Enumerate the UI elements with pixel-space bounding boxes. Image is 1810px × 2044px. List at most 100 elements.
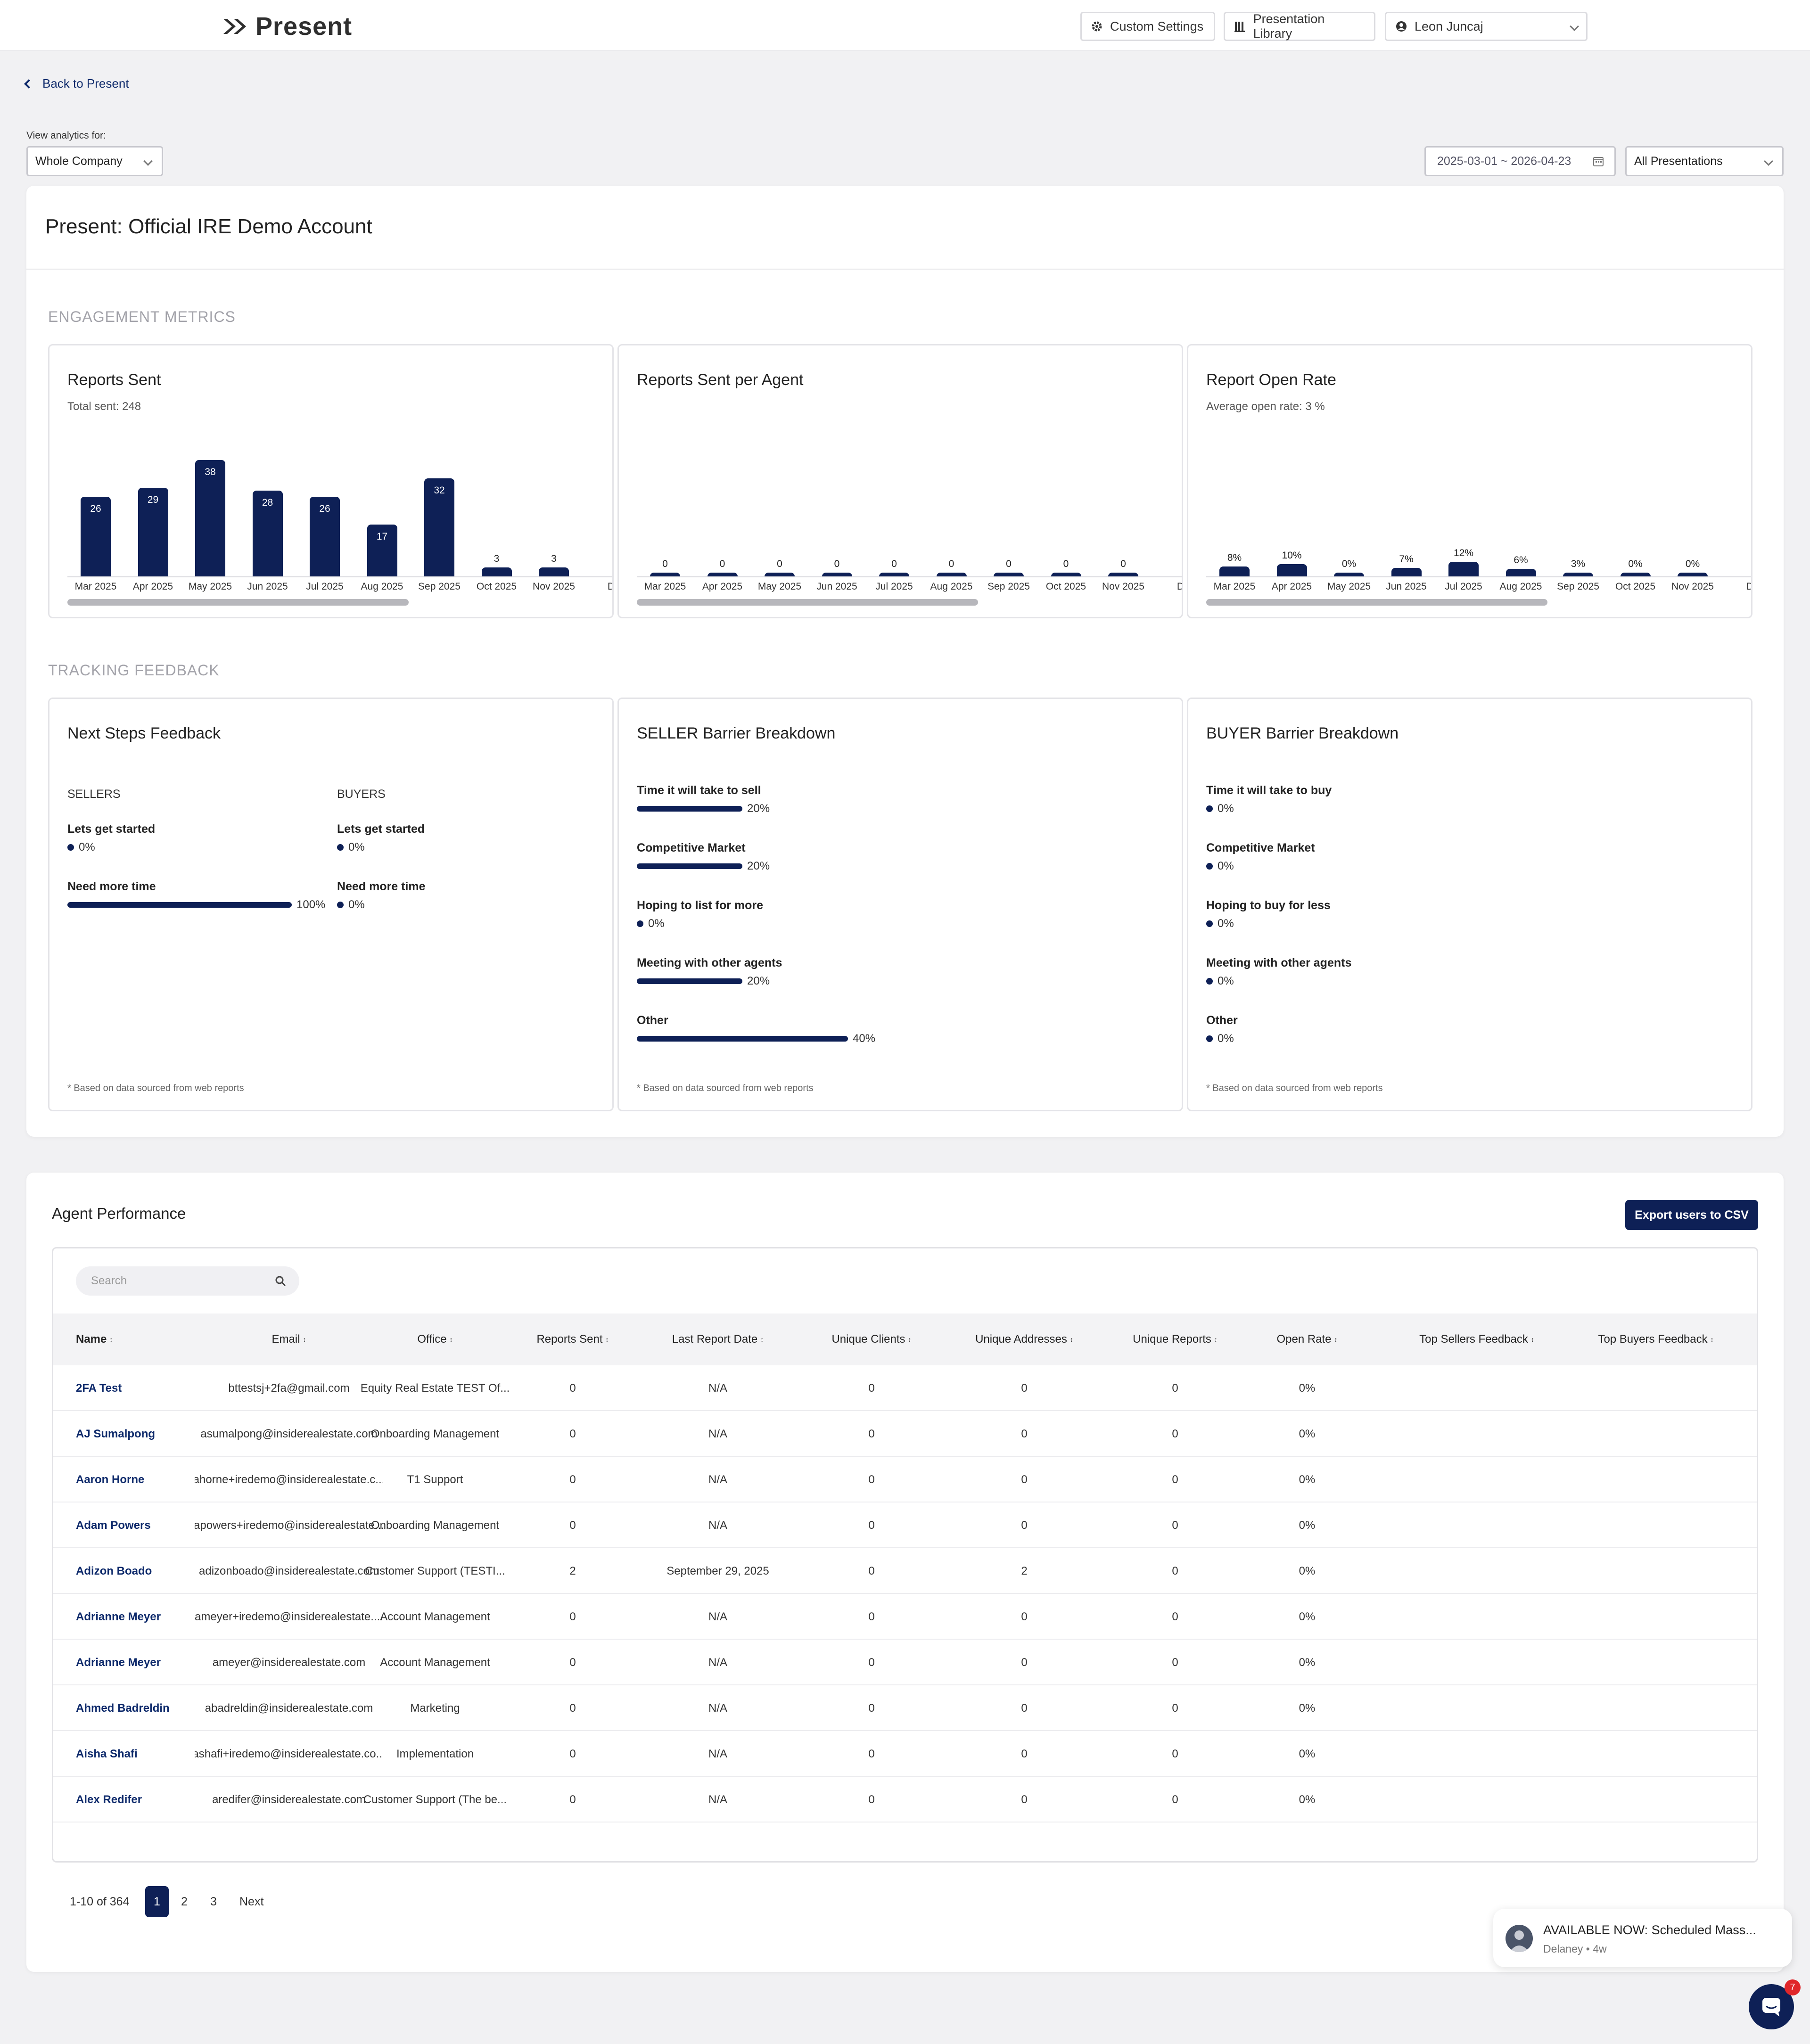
feedback-label: Need more time [337, 880, 426, 893]
column-header[interactable]: Unique Clients ↕ [810, 1313, 933, 1365]
agent-name-link[interactable]: Adrianne Meyer [76, 1610, 161, 1623]
chart-bar [252, 491, 283, 576]
back-link[interactable]: Back to Present [24, 76, 129, 91]
agent-name-link[interactable]: Adrianne Meyer [76, 1656, 161, 1669]
avatar [1506, 1925, 1533, 1952]
agent-name-link[interactable]: 2FA Test [76, 1381, 122, 1395]
table-cell: 0 [1021, 1519, 1028, 1532]
page-button-3[interactable]: 3 [210, 1895, 217, 1908]
chart-bar [822, 573, 852, 576]
table-cell: 0 [1172, 1610, 1178, 1623]
custom-settings-label: Custom Settings [1110, 19, 1204, 33]
feedback-bar [1206, 805, 1213, 812]
presentation-library-button[interactable]: Presentation Library [1224, 12, 1375, 41]
bar-value-label: 0% [1685, 558, 1700, 569]
chevron-down-icon [143, 156, 153, 166]
agent-name-link[interactable]: Aaron Horne [76, 1473, 145, 1486]
bar-value-label: 3 [494, 553, 500, 564]
agent-name-link[interactable]: AJ Sumalpong [76, 1427, 156, 1440]
bar-value-label: 26 [319, 503, 330, 514]
bar-value-label: 7% [1399, 553, 1414, 565]
table-cell: 0 [1172, 1519, 1178, 1532]
feedback-percent: 100% [296, 898, 326, 911]
x-tick-label: Jul 2025 [306, 581, 344, 592]
x-tick-label: D [1176, 581, 1182, 592]
feedback-bar-row: 0% [1206, 859, 1234, 873]
column-header[interactable]: Open Rate ↕ [1251, 1313, 1364, 1365]
x-tick-label: D [1746, 581, 1751, 592]
feedback-label: Competitive Market [637, 841, 746, 854]
search-input[interactable]: Search [76, 1266, 299, 1296]
gear-icon [1090, 20, 1103, 33]
table-cell: T1 Support [407, 1473, 463, 1486]
column-header[interactable]: Unique Reports ↕ [1114, 1313, 1236, 1365]
feedback-label: Hoping to buy for less [1206, 899, 1331, 912]
column-header[interactable]: Unique Addresses ↕ [963, 1313, 1086, 1365]
column-header[interactable]: Top Buyers Feedback ↕ [1585, 1313, 1727, 1365]
chart-bar [1108, 573, 1138, 576]
table-cell: 0 [868, 1427, 875, 1440]
agent-name-link[interactable]: Alex Redifer [76, 1793, 142, 1806]
table-cell: 0 [868, 1747, 875, 1760]
table-cell: bttestsj+2fa@gmail.com [228, 1381, 350, 1395]
agent-name-link[interactable]: Aisha Shafi [76, 1747, 138, 1760]
feedback-bar [1206, 978, 1213, 985]
chart-bar [481, 567, 512, 576]
sort-icon: ↕ [109, 1336, 113, 1343]
column-header[interactable]: Top Sellers Feedback ↕ [1387, 1313, 1566, 1365]
bar-value-label: 17 [376, 531, 388, 542]
reports-per-agent-panel: Reports Sent per Agent 0 0 0 0 0 0 0 0 0 Mar 2025… [617, 344, 1183, 618]
chat-launcher-button[interactable] [1749, 1984, 1794, 2029]
x-tick-label: Aug 2025 [1499, 581, 1542, 592]
feedback-bar-row: 0% [637, 917, 665, 931]
app-logo[interactable]: Present [222, 12, 352, 41]
table-cell: 0 [1172, 1427, 1178, 1440]
user-menu[interactable]: Leon Juncaj [1385, 12, 1588, 41]
table-cell: 0 [1021, 1793, 1028, 1806]
agent-name-link[interactable]: Adam Powers [76, 1519, 151, 1532]
x-tick-label: Apr 2025 [702, 581, 743, 592]
table-cell [1585, 1411, 1727, 1457]
table-cell: 0 [569, 1747, 576, 1760]
agent-name-link[interactable]: Adizon Boado [76, 1564, 152, 1577]
feedback-percent: 0% [1218, 975, 1234, 987]
page-button-1[interactable]: 1 [145, 1886, 169, 1917]
page-button-2[interactable]: 2 [181, 1895, 188, 1908]
sort-icon: ↕ [908, 1336, 912, 1343]
presentations-select[interactable]: All Presentations [1625, 146, 1784, 176]
table-cell: 0 [868, 1656, 875, 1669]
feedback-bar [637, 806, 742, 812]
column-header[interactable]: Office ↕ [350, 1313, 520, 1365]
chart-bar [650, 573, 680, 576]
table-row: Alex Redifer aredifer@insiderealestate.co… [53, 1777, 1757, 1822]
column-header[interactable]: Email ↕ [195, 1313, 383, 1365]
next-page-button[interactable]: Next [239, 1895, 264, 1908]
table-cell: 0 [868, 1793, 875, 1806]
custom-settings-button[interactable]: Custom Settings [1080, 12, 1215, 41]
agent-name-link[interactable]: Ahmed Badreldin [76, 1701, 170, 1715]
chat-notification[interactable]: AVAILABLE NOW: Scheduled Mass... Delaney… [1493, 1909, 1792, 1967]
table-cell: 0 [569, 1610, 576, 1623]
x-tick-label: Oct 2025 [1045, 581, 1086, 592]
table-header: Name ↕ Email ↕ Office ↕ Reports Sent ↕ Last Repo… [53, 1313, 1757, 1365]
bar-value-label: 3% [1571, 558, 1586, 569]
logo-chevrons-icon [223, 19, 246, 34]
feedback-bar [637, 920, 643, 927]
x-tick-label: Oct 2025 [1615, 581, 1656, 592]
feedback-percent: 0% [348, 841, 365, 854]
scope-select[interactable]: Whole Company [26, 146, 163, 176]
table-cell: N/A [708, 1519, 727, 1532]
calendar-icon [1593, 157, 1604, 166]
table-cell [1387, 1457, 1566, 1502]
chart-bar [1219, 566, 1250, 576]
engagement-heading: ENGAGEMENT METRICS [48, 308, 236, 325]
table-cell: 2 [569, 1564, 576, 1577]
table-cell [1387, 1411, 1566, 1457]
column-header[interactable]: Reports Sent ↕ [521, 1313, 625, 1365]
date-range-picker[interactable]: 2025-03-01 ~ 2026-04-23 [1424, 146, 1616, 176]
column-header[interactable]: Last Report Date ↕ [642, 1313, 793, 1365]
table-cell: 0% [1299, 1656, 1316, 1669]
export-csv-button[interactable]: Export users to CSV [1625, 1200, 1758, 1230]
panel-title: Reports Sent [67, 371, 161, 389]
column-header[interactable]: Name ↕ [76, 1313, 217, 1365]
